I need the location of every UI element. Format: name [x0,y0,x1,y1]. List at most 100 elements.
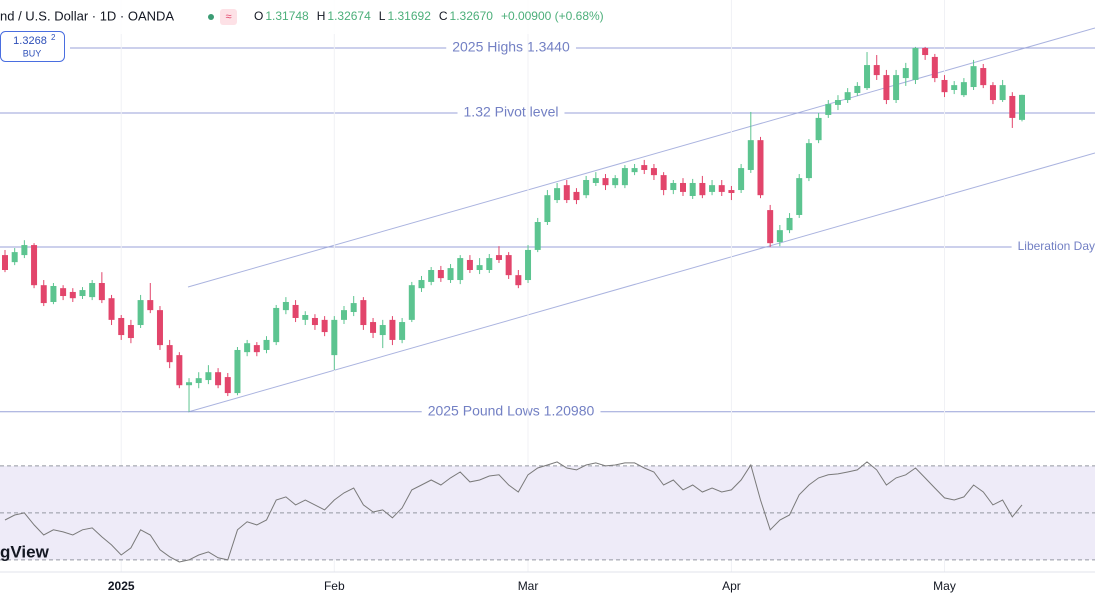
candle-body [292,304,299,318]
candle-body [89,283,96,298]
candle-body [273,307,280,343]
candle-body [873,65,880,76]
annotations: 2025 Highs 1.3440 1.32 Pivot level Liberat… [0,37,1095,420]
candle-body [825,104,832,115]
candle-body [127,325,134,339]
candle-body [234,349,241,394]
candle-body [360,300,367,326]
candle-body [186,382,193,386]
candle-body [69,291,76,299]
candle-body [544,195,551,223]
candle-body [428,270,435,282]
candle-body [699,182,706,196]
buy-label: BUY [23,48,42,58]
candle-body [31,245,38,286]
candle-body [912,47,919,80]
candle-body [650,168,657,176]
buy-pip: 2 [51,33,56,42]
candle-body [563,185,570,201]
candle-body [893,75,900,101]
candle-body [805,143,812,179]
candle-body [108,298,115,320]
candle-body [689,182,696,196]
x-tick-label: Feb [324,579,345,593]
header-bg [0,0,640,34]
candle-body [98,283,105,301]
candle-body [370,322,377,333]
candle-body [728,190,735,194]
candle-body [447,268,454,281]
candle-body [79,290,86,297]
x-tick-label: Mar [518,579,539,593]
level-label-bg [1011,238,1095,255]
level-label: Liberation Day [1018,239,1095,253]
candle-body [205,372,212,381]
candle-body [554,188,561,201]
candle-body [244,343,251,353]
candle-body [834,100,841,105]
rsi-line [4,461,1023,563]
candle-body [60,288,67,297]
buy-button[interactable] [0,31,65,62]
candle-body [747,140,754,170]
candle-body [922,47,929,56]
candle-body [931,56,938,79]
x-tick-label: Apr [722,579,741,593]
candle-body [951,85,958,90]
level-label: 2025 Highs 1.3440 [452,39,570,55]
candle-body [350,303,357,313]
ohlc-value: 1.32674 [327,9,371,23]
candle-body [118,317,125,336]
candle-body [11,252,18,263]
ohlc-key: C [439,9,448,23]
channel-upper [187,27,1095,288]
candle-body [321,319,328,333]
candle-body [1019,94,1025,120]
level-label-bg [446,37,576,56]
candle-body [573,191,580,201]
x-tick-label: 2025 [108,579,135,593]
candle-body [505,255,512,276]
candle-body [399,322,406,340]
symbol-title: nd / U.S. Dollar · 1D · OANDA [0,8,174,23]
candle-body [379,325,386,336]
candle-body [2,255,8,270]
ohlc-value: 1.31748 [265,9,309,23]
candle-body [311,317,318,326]
candle-body [796,178,803,215]
status-icon: ≈ [225,11,231,23]
candle-body [515,275,522,286]
candle-body [980,68,987,86]
candle-body [302,315,309,320]
candle-body [709,185,716,192]
candle-body [621,168,628,186]
candle-body [476,265,483,270]
candle-body [631,168,638,173]
candle-body [195,378,202,384]
candle-body [166,345,173,363]
candle-body [960,82,967,96]
marks [0,46,1095,563]
candle-body [767,210,774,244]
buy-price: 1.3268 [13,35,47,47]
candle-body [50,285,57,302]
candle-body [844,92,851,101]
candle-body [902,68,909,79]
candle-body [215,372,222,386]
candle-body [970,66,977,88]
candle-body [437,270,444,279]
candle-body [137,300,144,326]
candle-body [21,245,28,256]
candle-body [457,258,464,281]
candle-body [525,249,532,281]
candle-body [466,259,473,270]
ohlc-key: H [317,9,326,23]
level-label: 2025 Pound Lows 1.20980 [428,402,595,418]
candle-body [738,168,745,191]
candle-body [612,178,619,186]
candle-body [263,339,270,350]
candle-body [670,182,677,191]
candle-body [40,285,47,304]
candle-body [1009,95,1016,118]
candle-body [883,75,890,101]
